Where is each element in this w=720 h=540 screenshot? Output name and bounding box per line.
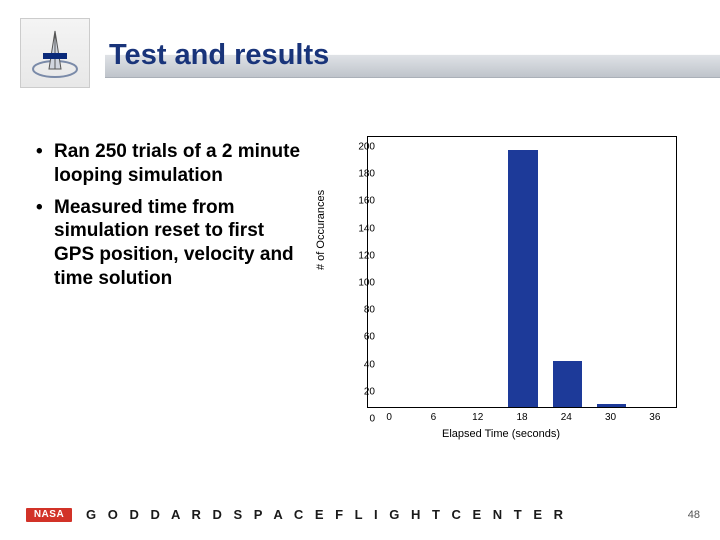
page-number: 48 (688, 509, 700, 521)
page-title: Test and results (105, 39, 329, 72)
y-tick-label: 180 (335, 169, 375, 180)
x-tick-label: 18 (516, 412, 527, 423)
y-tick-label: 160 (335, 196, 375, 207)
chart-bar (553, 361, 583, 407)
x-tick-label: 30 (605, 412, 616, 423)
y-axis-label: # of Occurances (315, 190, 327, 270)
y-tick-label: 60 (335, 332, 375, 343)
title-bar: Test and results (105, 34, 720, 78)
header-logo (20, 18, 90, 88)
slide-footer: NASA G O D D A R D S P A C E F L I G H T… (26, 507, 700, 522)
y-tick-label: 120 (335, 250, 375, 261)
plot-area (367, 136, 677, 408)
x-tick-label: 36 (649, 412, 660, 423)
footer-org-text: G O D D A R D S P A C E F L I G H T C E … (86, 507, 567, 522)
x-axis-label: Elapsed Time (seconds) (311, 428, 691, 440)
bullet-item: Measured time from simulation reset to f… (36, 196, 301, 291)
x-tick-label: 0 (386, 412, 392, 423)
bullet-item: Ran 250 trials of a 2 minute looping sim… (36, 140, 301, 188)
bullet-list: Ran 250 trials of a 2 minute looping sim… (36, 130, 301, 470)
y-tick-label: 80 (335, 305, 375, 316)
y-tick-label: 140 (335, 223, 375, 234)
chart-container: # of Occurances Elapsed Time (seconds) 0… (301, 130, 700, 470)
chart-bar (597, 404, 627, 407)
chart-bar (508, 150, 538, 407)
nasa-logo: NASA (26, 508, 72, 522)
x-tick-label: 6 (431, 412, 437, 423)
x-tick-label: 24 (561, 412, 572, 423)
slide-body: Ran 250 trials of a 2 minute looping sim… (36, 130, 700, 470)
y-tick-label: 0 (335, 414, 375, 425)
x-tick-label: 12 (472, 412, 483, 423)
occurrences-bar-chart: # of Occurances Elapsed Time (seconds) 0… (311, 130, 691, 450)
y-tick-label: 100 (335, 278, 375, 289)
y-tick-label: 40 (335, 359, 375, 370)
y-tick-label: 20 (335, 386, 375, 397)
y-tick-label: 200 (335, 142, 375, 153)
